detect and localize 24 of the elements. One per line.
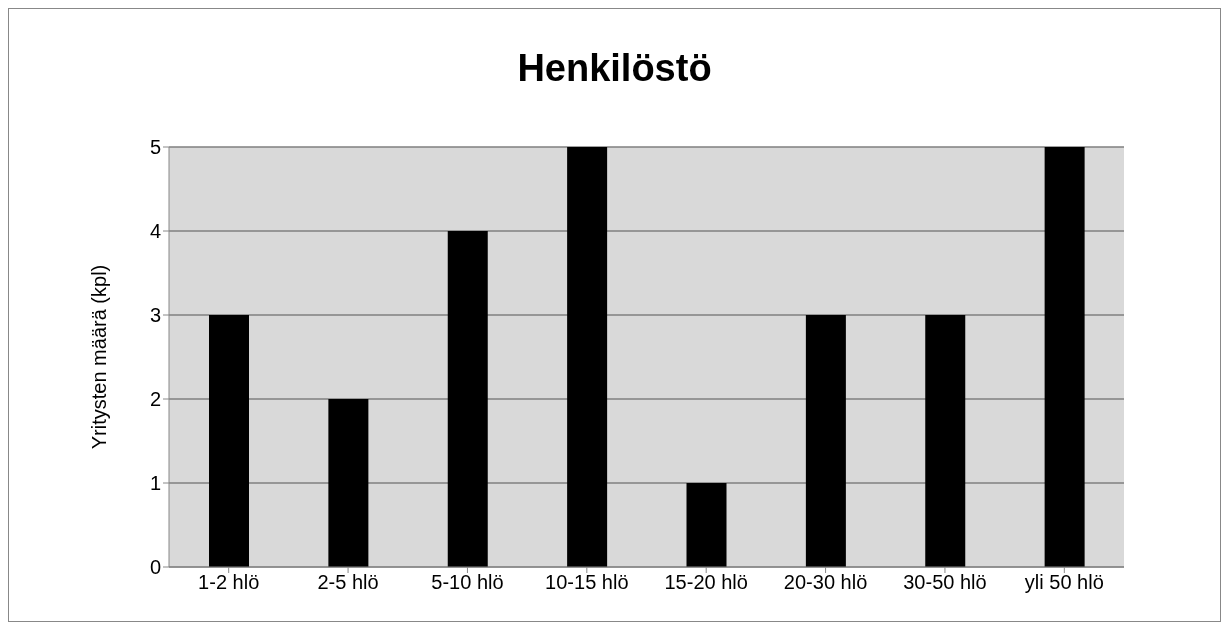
y-axis-title: Yritysten määrä (kpl) xyxy=(88,264,111,450)
bar xyxy=(1044,147,1085,567)
x-tick-label: 2-5 hlö xyxy=(317,571,379,594)
x-tick-label: 5-10 hlö xyxy=(431,571,504,594)
bar xyxy=(925,315,966,567)
x-tick-label: 30-50 hlö xyxy=(903,571,987,594)
y-tick-label: 2 xyxy=(149,388,161,411)
bar xyxy=(328,399,369,567)
y-tick-label: 3 xyxy=(149,304,161,327)
y-tick-label: 0 xyxy=(149,556,161,579)
x-tick-label: 10-15 hlö xyxy=(545,571,629,594)
bar xyxy=(567,147,608,567)
bar xyxy=(686,483,727,567)
bar xyxy=(447,231,488,567)
x-tick-label: yli 50 hlö xyxy=(1024,571,1104,594)
x-tick-label: 15-20 hlö xyxy=(664,571,748,594)
y-tick-label: 1 xyxy=(149,472,161,495)
y-tick-label: 4 xyxy=(149,220,161,243)
chart-title: Henkilöstö xyxy=(516,46,713,91)
y-tick-label: 5 xyxy=(149,136,161,159)
bar xyxy=(805,315,846,567)
x-tick-label: 20-30 hlö xyxy=(783,571,868,594)
x-tick-label: 1-2 hlö xyxy=(198,571,260,594)
bar xyxy=(209,315,249,567)
